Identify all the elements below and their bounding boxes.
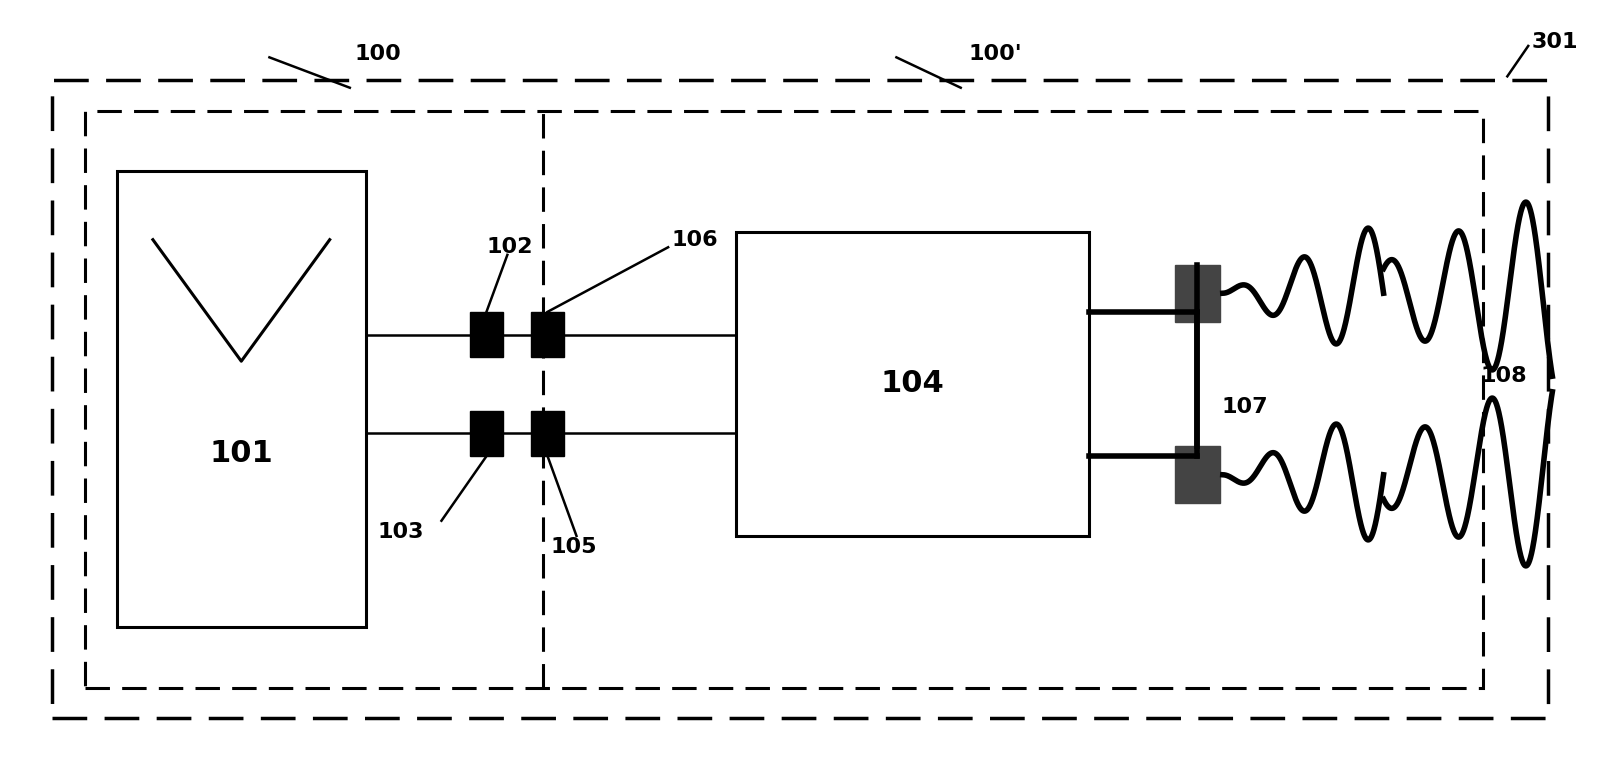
Bar — [532, 312, 564, 357]
Bar — [735, 232, 1089, 536]
Bar — [116, 171, 365, 627]
Text: 106: 106 — [671, 230, 718, 250]
Text: 102: 102 — [486, 237, 533, 257]
Text: 301: 301 — [1532, 32, 1577, 52]
Text: 101: 101 — [210, 439, 273, 468]
Bar — [532, 411, 564, 456]
Text: 100: 100 — [354, 44, 401, 64]
Text: 103: 103 — [377, 522, 423, 542]
Text: 104: 104 — [881, 369, 944, 399]
Bar — [470, 312, 503, 357]
Bar — [470, 411, 503, 456]
Bar — [1175, 446, 1220, 503]
Text: 100': 100' — [968, 44, 1023, 64]
Text: 105: 105 — [551, 538, 598, 558]
Bar — [1175, 265, 1220, 322]
Text: 108: 108 — [1480, 366, 1527, 386]
Text: 107: 107 — [1222, 397, 1269, 417]
